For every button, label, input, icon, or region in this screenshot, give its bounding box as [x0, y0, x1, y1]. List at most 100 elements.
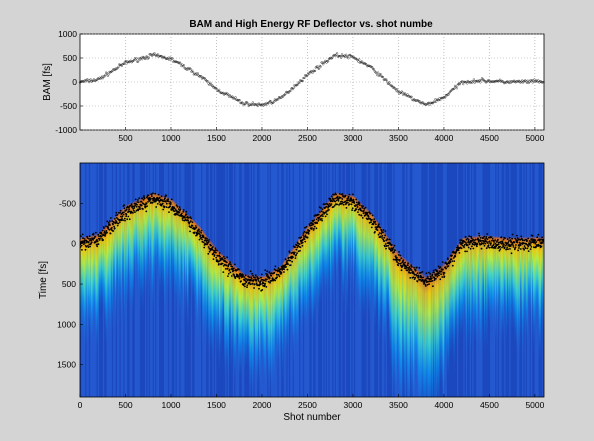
signal-column [466, 236, 468, 315]
data-point [352, 198, 355, 201]
data-point [430, 277, 433, 280]
signal-column [264, 274, 266, 396]
data-point [250, 279, 252, 282]
data-point [353, 200, 355, 203]
signal-column [108, 222, 110, 338]
data-point [319, 211, 321, 213]
signal-column [156, 193, 158, 269]
data-point [336, 52, 339, 55]
signal-column [537, 236, 539, 325]
signal-column [183, 210, 186, 287]
data-point [322, 203, 325, 206]
signal-column [447, 257, 450, 385]
data-point [386, 80, 389, 83]
x-tick-label: 5000 [525, 133, 544, 143]
data-point [338, 55, 341, 58]
signal-column [349, 194, 352, 272]
signal-column [111, 219, 114, 338]
signal-column [351, 195, 354, 270]
signal-column [528, 236, 531, 319]
data-point [209, 247, 211, 250]
data-point [399, 254, 402, 257]
data-point [341, 198, 344, 200]
data-point [482, 242, 485, 245]
data-point [435, 100, 438, 103]
signal-column [404, 258, 406, 397]
signal-column [500, 236, 502, 349]
data-point [164, 57, 168, 60]
signal-column [255, 275, 258, 391]
signal-column [190, 217, 192, 296]
data-point [299, 249, 301, 252]
signal-column [225, 257, 227, 375]
data-point [396, 256, 398, 259]
signal-column [338, 192, 341, 270]
data-point [426, 280, 429, 283]
data-point [519, 248, 522, 250]
data-point [505, 248, 508, 251]
data-point [377, 71, 380, 74]
data-point [400, 257, 403, 260]
data-point [97, 233, 100, 236]
data-point [508, 236, 511, 239]
data-point [135, 205, 138, 208]
signal-column [426, 275, 428, 397]
signal-column [388, 239, 391, 359]
signal-column [299, 236, 301, 317]
data-point [306, 236, 309, 239]
signal-column [387, 237, 390, 327]
data-point [469, 247, 472, 250]
data-point [341, 193, 344, 195]
data-point [370, 221, 372, 224]
data-point [143, 195, 145, 197]
data-point [246, 284, 249, 287]
data-point [358, 58, 361, 61]
signal-column [463, 237, 465, 326]
data-point [201, 238, 203, 241]
signal-column [192, 219, 194, 297]
signal-column [385, 234, 388, 331]
data-point [392, 246, 395, 249]
data-point [200, 229, 203, 232]
signal-column [344, 193, 346, 284]
background-streak [143, 163, 145, 397]
signal-column [348, 194, 351, 291]
data-point [512, 244, 515, 247]
data-point [501, 242, 504, 245]
data-point [431, 280, 434, 282]
signal-column [296, 241, 298, 359]
signal-column [149, 193, 152, 277]
signal-column [100, 230, 103, 309]
data-point [384, 245, 386, 248]
data-point [254, 103, 258, 106]
y-tick-label: -500 [59, 198, 76, 208]
data-point [423, 282, 426, 284]
signal-column [452, 251, 454, 348]
data-point [529, 240, 531, 243]
data-point [320, 210, 323, 213]
data-point [296, 246, 299, 249]
signal-column [498, 236, 500, 315]
data-point [303, 238, 306, 241]
signal-column [159, 194, 162, 298]
data-point [255, 282, 258, 285]
signal-column [507, 237, 510, 336]
data-point [309, 224, 311, 227]
data-point [394, 249, 396, 252]
data-point [451, 264, 454, 267]
signal-column [259, 275, 261, 397]
data-point [265, 275, 268, 277]
signal-column [502, 236, 504, 350]
signal-column [284, 259, 286, 352]
signal-column [431, 271, 434, 397]
x-tick-label: 1500 [207, 400, 226, 410]
signal-column [328, 199, 331, 281]
data-point [348, 203, 351, 206]
signal-column [416, 268, 418, 386]
data-point [173, 207, 176, 210]
data-point [315, 65, 318, 68]
data-point [251, 272, 254, 275]
data-point [168, 211, 170, 214]
data-point [285, 266, 287, 268]
data-point [189, 230, 191, 233]
